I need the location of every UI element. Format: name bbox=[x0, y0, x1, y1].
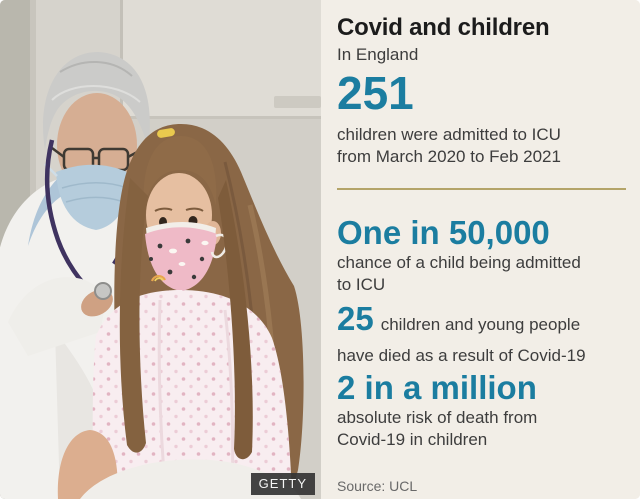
stat-icu-admissions-line2: from March 2020 to Feb 2021 bbox=[337, 147, 561, 166]
stat-icu-chance-line2: to ICU bbox=[337, 275, 386, 294]
stat-death-risk-line2: Covid-19 in children bbox=[337, 430, 488, 449]
stat-death-risk-line1: absolute risk of death from bbox=[337, 408, 538, 427]
stat-deaths-line2: have died as a result of Covid-19 bbox=[337, 346, 586, 365]
stat-icu-admissions-line1: children were admitted to ICU bbox=[337, 125, 561, 144]
stat-deaths-value: 25 bbox=[337, 300, 374, 337]
stat-deaths-row: 25 children and young people bbox=[337, 300, 626, 345]
photo-credit-badge: GETTY bbox=[250, 473, 315, 495]
stat-icu-admissions-value: 251 bbox=[337, 67, 414, 119]
stats-panel: Covid and children In England 251 childr… bbox=[321, 0, 640, 499]
subtitle: In England bbox=[337, 45, 419, 64]
photo-illustration bbox=[0, 0, 321, 499]
doctor-examining-child-photo: GETTY bbox=[0, 0, 321, 499]
stat-icu-chance-line1: chance of a child being admitted bbox=[337, 253, 581, 272]
stat-deaths-line1: children and young people bbox=[380, 315, 581, 334]
stat-icu-chance-value: One in 50,000 bbox=[337, 214, 550, 251]
page-title: Covid and children bbox=[337, 14, 550, 41]
stat-death-risk-value: 2 in a million bbox=[337, 369, 537, 406]
source-label: Source: UCL bbox=[337, 478, 418, 494]
section-divider bbox=[337, 188, 626, 190]
